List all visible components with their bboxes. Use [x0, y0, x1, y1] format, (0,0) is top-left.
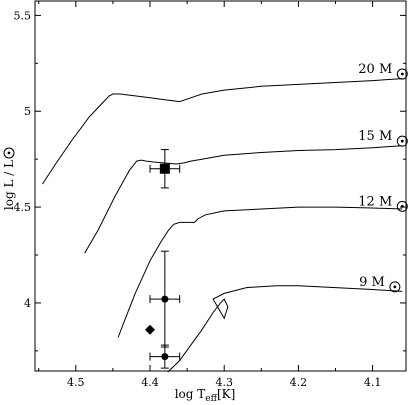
circle-marker [161, 295, 169, 303]
sun-symbol-ring [396, 135, 408, 147]
track-line-2 [84, 145, 403, 254]
square-marker [159, 163, 170, 174]
y-tick-label: 4 [24, 297, 31, 310]
x-tick-label: 4.1 [364, 376, 382, 389]
y-axis-label: log L / L [2, 160, 16, 210]
x-axis-title: log Teff[K] [175, 387, 236, 404]
y-tick-label: 5.5 [14, 9, 32, 22]
evolutionary-tracks [41, 78, 403, 373]
y-tick-label: 4.5 [14, 201, 32, 214]
observed-stars [145, 149, 181, 369]
circle-marker [161, 353, 169, 361]
y-axis-title: log L / L [2, 147, 16, 210]
x-axis-label-subscript: eff [205, 394, 217, 404]
track-line-3 [117, 206, 403, 338]
sun-symbol-icon [3, 147, 15, 159]
x-axis-label-unit: [K] [217, 387, 235, 401]
track-labels: 20 M 15 M 12 M 9 M [358, 62, 408, 293]
sun-symbol-icon [396, 200, 408, 212]
plot-frame [34, 0, 407, 372]
sun-symbol-icon [389, 281, 401, 293]
sun-symbol-dot [400, 72, 404, 76]
sun-symbol-ring [396, 68, 408, 80]
y-tick-label: 5 [24, 105, 31, 118]
track-mass-label: 15 M [358, 129, 392, 144]
axis-ticks: 4.5 4.4 4.3 4.2 4.1 4 4.5 5 5.5 [14, 1, 406, 389]
sun-symbol-icon [396, 68, 408, 80]
track-mass-label: 9 M [359, 275, 385, 290]
x-tick-label: 4.3 [215, 376, 233, 389]
track-line-4 [167, 285, 403, 373]
track-mass-label: 12 M [358, 194, 392, 209]
sun-symbol-dot [400, 139, 404, 143]
sun-symbol-ring [396, 200, 408, 212]
sun-symbol-dot [400, 204, 404, 208]
sun-symbol-dot [393, 285, 397, 289]
track-mass-label: 20 M [358, 62, 392, 77]
x-tick-label: 4.5 [67, 376, 85, 389]
track-line-1 [41, 78, 403, 185]
x-tick-label: 4.2 [290, 376, 308, 389]
x-axis-label: log T [175, 387, 206, 401]
x-tick-label: 4.4 [141, 376, 159, 389]
sun-symbol-icon [396, 135, 408, 147]
diamond-marker [145, 324, 156, 335]
sun-symbol-ring [389, 281, 401, 293]
